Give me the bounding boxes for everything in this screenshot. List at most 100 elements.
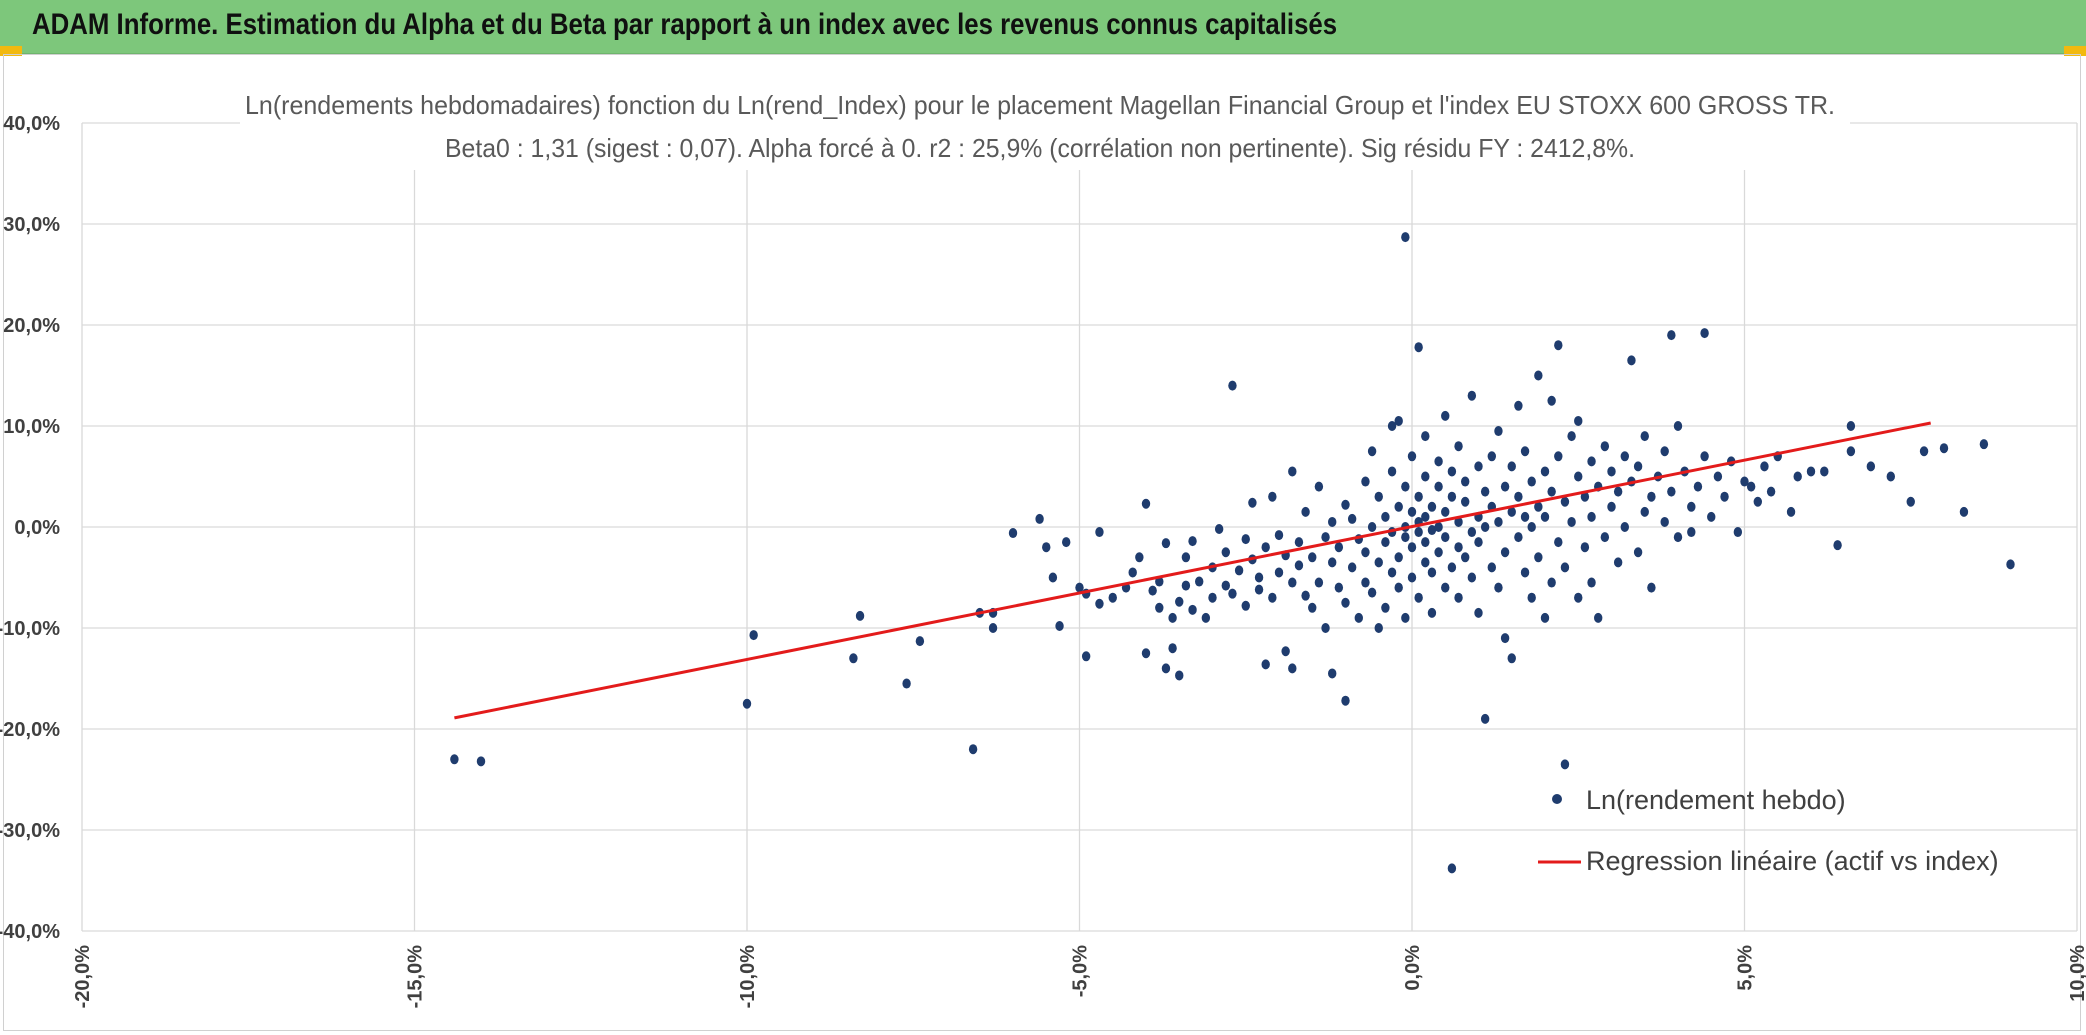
data-point <box>1387 421 1397 431</box>
data-point <box>1447 466 1457 477</box>
data-point <box>1607 466 1616 477</box>
data-point <box>1567 431 1576 442</box>
data-point <box>1979 439 1989 450</box>
data-point <box>1148 585 1157 596</box>
data-point <box>1746 481 1756 492</box>
data-point <box>1454 542 1463 553</box>
data-point <box>1480 713 1490 724</box>
x-tick-label: -5,0% <box>1070 945 1092 997</box>
data-point <box>1627 355 1636 366</box>
data-point <box>1181 552 1191 563</box>
data-point <box>1414 342 1423 353</box>
data-point <box>1527 592 1536 603</box>
data-point <box>1507 653 1516 664</box>
data-point <box>1820 466 1829 477</box>
data-point <box>1062 537 1071 548</box>
data-point <box>1434 522 1443 532</box>
data-point <box>1447 562 1457 573</box>
data-point <box>1308 602 1317 613</box>
data-point <box>1394 582 1403 593</box>
data-point <box>1760 461 1769 472</box>
data-point <box>1308 552 1317 563</box>
x-tick-label: 5,0% <box>1735 945 1757 991</box>
data-point <box>1261 659 1270 670</box>
data-point <box>1288 577 1297 588</box>
data-point <box>1168 643 1177 654</box>
data-point <box>1381 602 1390 613</box>
data-point <box>1241 534 1250 545</box>
y-tick-label: 10,0% <box>3 416 60 438</box>
data-point <box>1580 542 1590 553</box>
regression-line <box>454 421 1931 720</box>
data-point <box>1687 501 1696 512</box>
data-point <box>1540 612 1550 623</box>
chart-subtitle: Beta0 : 1,31 (sigest : 0,07). Alpha forc… <box>445 133 1635 163</box>
data-point <box>1647 582 1656 593</box>
data-point <box>1766 486 1776 497</box>
data-point <box>1354 612 1364 623</box>
data-point <box>1401 532 1410 543</box>
data-point <box>1141 498 1151 509</box>
data-point <box>1055 620 1064 631</box>
data-point <box>1713 471 1723 482</box>
data-point <box>1334 542 1344 553</box>
data-point <box>1434 456 1443 467</box>
data-point <box>855 610 865 621</box>
data-point <box>1454 516 1463 527</box>
data-point <box>1534 552 1543 563</box>
data-point <box>1607 501 1616 512</box>
data-point <box>1347 562 1357 573</box>
data-point <box>1268 491 1277 502</box>
data-point <box>1554 340 1563 351</box>
data-point <box>1161 538 1171 549</box>
data-point <box>1421 511 1430 522</box>
data-point <box>1394 501 1403 512</box>
data-point <box>1480 486 1490 497</box>
data-point <box>1321 623 1330 633</box>
data-point <box>1075 582 1084 593</box>
data-point <box>1261 542 1270 553</box>
data-point <box>1367 446 1377 457</box>
data-point <box>1594 612 1603 623</box>
data-point <box>1886 471 1896 482</box>
data-point <box>1314 577 1324 588</box>
data-point <box>1500 481 1510 492</box>
data-point <box>1268 592 1277 603</box>
data-point <box>1401 481 1410 492</box>
data-point <box>1474 461 1483 472</box>
y-tick-label: 20,0% <box>3 315 60 337</box>
data-point <box>742 698 752 709</box>
report-header: ADAM Informe. Estimation du Alpha et du … <box>0 0 2086 54</box>
data-point <box>1188 536 1197 547</box>
data-point <box>1846 421 1856 431</box>
data-point <box>1700 451 1709 462</box>
data-point <box>988 623 998 633</box>
data-point <box>1294 560 1304 571</box>
data-point <box>1793 471 1802 482</box>
data-point <box>1640 431 1649 442</box>
data-point <box>1141 648 1151 659</box>
y-tick-label: -40,0% <box>0 921 60 943</box>
data-point <box>1274 567 1284 578</box>
data-point <box>1467 390 1477 401</box>
data-point <box>1687 527 1696 538</box>
data-point <box>1414 491 1423 502</box>
data-point <box>1168 612 1177 623</box>
data-point <box>1467 572 1477 583</box>
data-point <box>1600 532 1610 543</box>
data-point <box>1740 476 1749 487</box>
data-point <box>1527 476 1536 487</box>
data-point <box>1939 443 1949 454</box>
data-point <box>1454 441 1463 452</box>
data-point <box>1161 663 1171 674</box>
data-point <box>1427 607 1437 618</box>
data-point <box>1500 547 1510 558</box>
data-point <box>2006 559 2015 570</box>
data-point <box>1361 577 1370 588</box>
data-point <box>1394 415 1403 426</box>
data-point <box>1540 466 1550 477</box>
data-point <box>1474 607 1483 618</box>
data-point <box>1447 863 1457 874</box>
data-point <box>1461 496 1470 507</box>
